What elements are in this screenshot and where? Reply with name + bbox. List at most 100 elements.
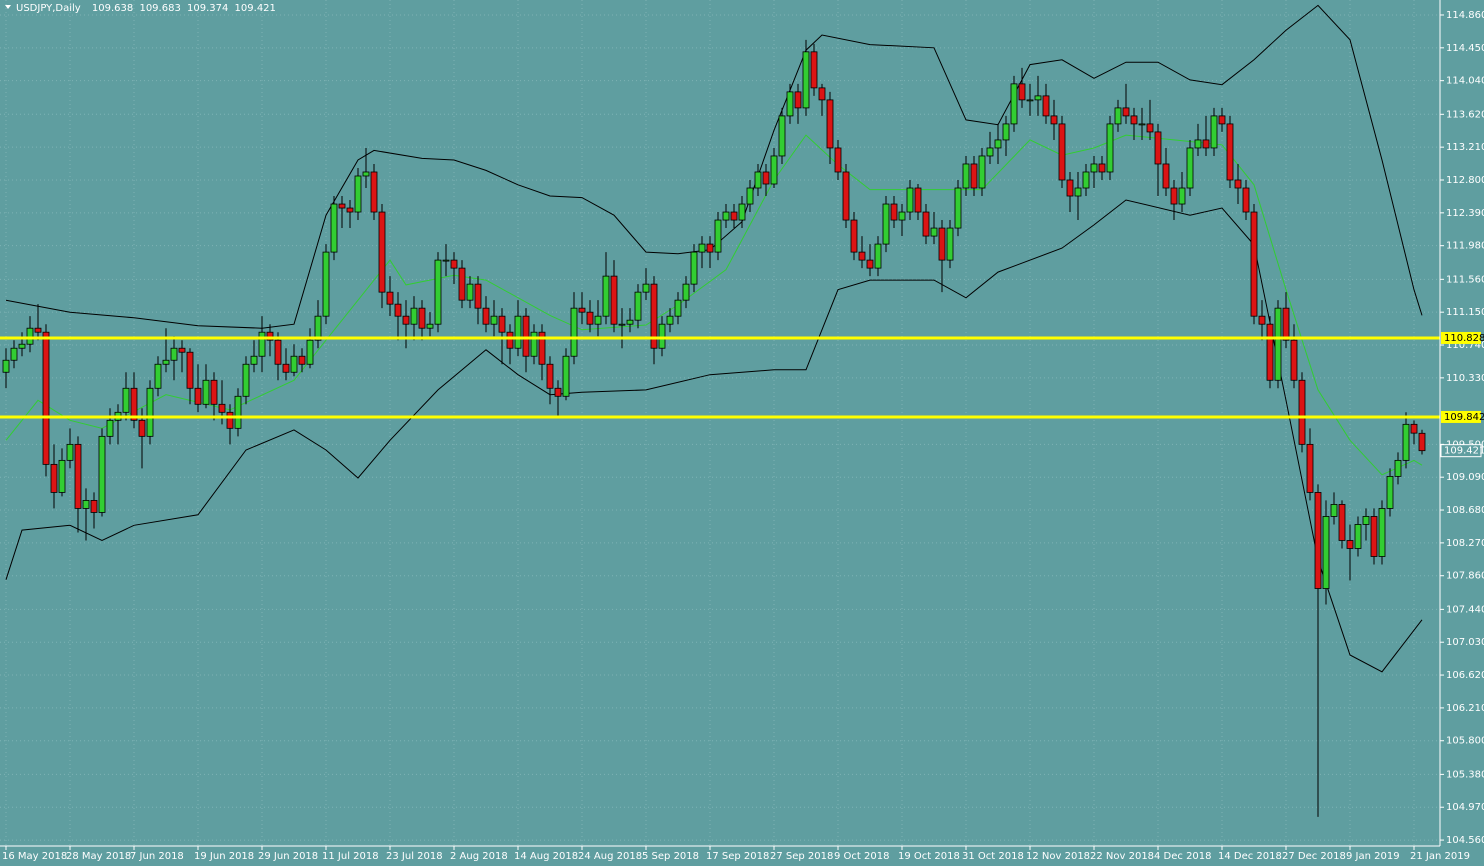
y-tick-label: 108.270 (1446, 538, 1484, 549)
candle-body (554, 387, 562, 397)
chart-title: USDJPY,Daily 109.638 109.683 109.374 109… (16, 3, 276, 14)
candle-body (954, 187, 962, 229)
candle-body (810, 51, 818, 89)
candle-body (546, 363, 554, 389)
candle-body (514, 315, 522, 349)
close: 109.421 (235, 3, 276, 14)
candle-body (738, 203, 746, 221)
x-tick-label: 29 Jun 2018 (258, 851, 318, 862)
candle-body (1178, 187, 1186, 205)
y-tick-label: 111.980 (1446, 241, 1484, 252)
candle-body (1154, 131, 1162, 165)
y-tick-label: 110.330 (1446, 373, 1484, 384)
price-tag (1441, 331, 1481, 344)
candle-body (594, 315, 602, 325)
candle-body (794, 91, 802, 109)
candle-body (274, 339, 282, 365)
candle-body (818, 87, 826, 101)
candle-body (1354, 524, 1362, 549)
candle-body (698, 243, 706, 253)
candle-body (506, 331, 514, 349)
candle-body (450, 259, 458, 269)
candle-body (1058, 123, 1066, 181)
candle-body (610, 275, 618, 325)
candle-body (1098, 163, 1106, 173)
candle-body (626, 319, 634, 325)
candle-body (842, 171, 850, 221)
y-tick-label: 106.210 (1446, 703, 1484, 714)
candle-body (1226, 123, 1234, 181)
candle-body (1066, 179, 1074, 197)
candles (2, 39, 1426, 817)
candle-body (618, 323, 626, 326)
candle-body (850, 219, 858, 253)
candle-body (1242, 187, 1250, 213)
x-tick-label: 24 Aug 2018 (578, 851, 642, 862)
candle-body (1306, 443, 1314, 493)
candle-body (106, 419, 114, 437)
y-tick-label: 104.970 (1446, 802, 1484, 813)
candle-body (530, 331, 538, 357)
candle-body (986, 147, 994, 157)
candle-body (1010, 83, 1018, 125)
candle-body (58, 459, 66, 493)
y-tick-label: 107.440 (1446, 604, 1484, 615)
last-price-tag (1440, 444, 1482, 458)
x-tick-label: 2 Aug 2018 (450, 851, 508, 862)
price-labels: 110.828 109.842 109.421 (1440, 331, 1484, 458)
candle-body (74, 443, 82, 509)
candle-body (570, 307, 578, 357)
candle-body (802, 51, 810, 109)
candle-body (1210, 115, 1218, 149)
candle-body (890, 203, 898, 221)
y-tick-label: 105.800 (1446, 736, 1484, 747)
candle-body (50, 463, 58, 493)
y-tick-label: 107.860 (1446, 571, 1484, 582)
candle-body (474, 283, 482, 309)
candle-body (1114, 107, 1122, 125)
candle-body (1194, 139, 1202, 149)
candle-body (746, 187, 754, 205)
y-tick-label: 104.560 (1446, 835, 1484, 846)
candle-body (1258, 315, 1266, 325)
candle-body (458, 267, 466, 301)
candle-body (242, 363, 250, 397)
candle-body (178, 347, 186, 353)
candle-body (498, 315, 506, 333)
candle-body (578, 307, 586, 313)
x-tick-label: 19 Oct 2018 (898, 851, 960, 862)
candle-body (586, 311, 594, 325)
candle-body (18, 343, 26, 349)
price-tag (1441, 410, 1481, 423)
candle-body (1394, 459, 1402, 477)
candle-body (938, 227, 946, 261)
candle-body (1050, 115, 1058, 125)
candle-body (2, 359, 10, 373)
candle-body (1338, 504, 1346, 541)
candle-body (994, 139, 1002, 149)
candle-body (170, 347, 178, 361)
x-tick-label: 7 Jun 2018 (130, 851, 184, 862)
candle-body (82, 500, 90, 509)
candle-body (386, 291, 394, 305)
x-tick-label: 4 Dec 2018 (1154, 851, 1212, 862)
x-tick-label: 17 Sep 2018 (706, 851, 769, 862)
candle-body (522, 315, 530, 357)
candle-body (1218, 115, 1226, 125)
candle-body (394, 303, 402, 317)
candle-body (482, 307, 490, 325)
candle-body (1290, 339, 1298, 381)
candle-body (1042, 95, 1050, 117)
candle-body (962, 163, 970, 189)
candle-body (906, 187, 914, 213)
candle-body (642, 283, 650, 293)
candle-body (138, 419, 146, 437)
y-tick-label: 113.210 (1446, 142, 1484, 153)
x-tick-label: 19 Jun 2018 (194, 851, 254, 862)
y-tick-label: 113.620 (1446, 109, 1484, 120)
candle-body (978, 155, 986, 189)
candle-body (130, 387, 138, 421)
candle-body (898, 211, 906, 221)
candle-body (1026, 99, 1034, 102)
